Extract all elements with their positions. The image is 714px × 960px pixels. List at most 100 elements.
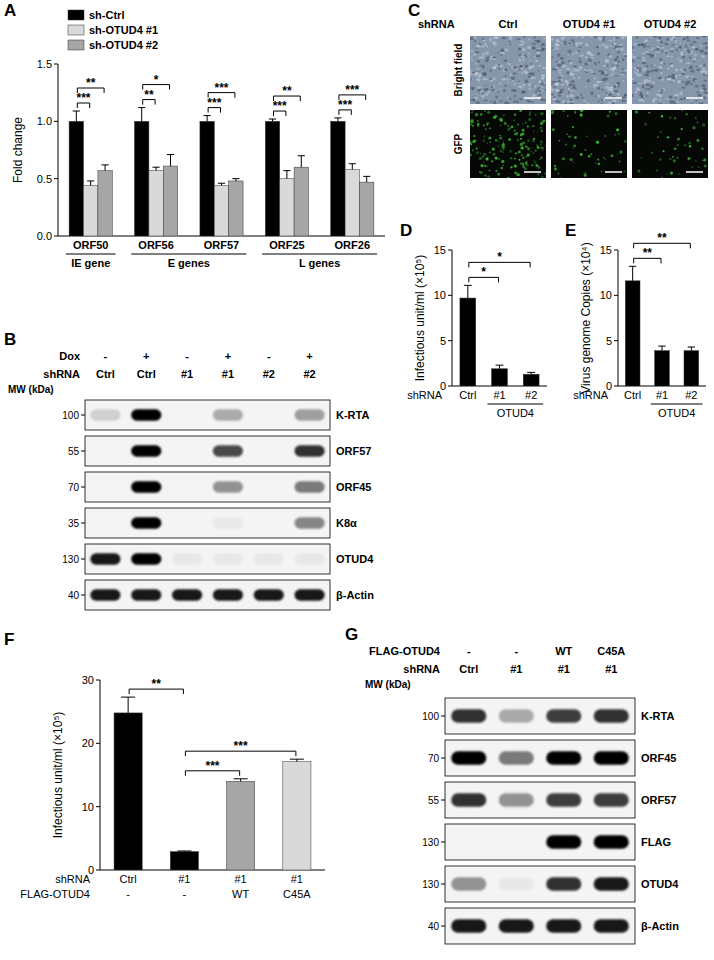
cell-texture bbox=[503, 59, 507, 62]
cell-texture bbox=[662, 50, 664, 53]
cell-texture bbox=[493, 85, 495, 88]
gfp-cell bbox=[520, 162, 521, 163]
cell-texture bbox=[643, 69, 646, 71]
gfp-cell bbox=[624, 140, 627, 143]
cell-texture bbox=[645, 39, 648, 41]
cell-texture bbox=[479, 65, 482, 66]
cell-texture bbox=[605, 92, 608, 94]
x-tick-label: #1 bbox=[656, 389, 668, 401]
cell-texture bbox=[553, 98, 557, 101]
mw-value: 130 bbox=[422, 837, 439, 848]
cell-texture bbox=[551, 89, 554, 91]
x-tick-label: #1 bbox=[178, 873, 190, 885]
cell-texture bbox=[556, 89, 561, 92]
panel-B: BDox-+-+-+shRNACtrlCtrl#1#1#2#2MW (kDa)1… bbox=[4, 330, 374, 610]
cell-texture bbox=[646, 70, 651, 73]
gfp-cell bbox=[529, 111, 531, 113]
band bbox=[90, 553, 120, 564]
cell-texture bbox=[645, 95, 647, 97]
cell-texture bbox=[601, 72, 605, 75]
gfp-cell bbox=[609, 111, 611, 113]
gfp-cell bbox=[541, 130, 543, 132]
gfp-cell bbox=[486, 166, 487, 167]
gfp-cell bbox=[648, 112, 650, 114]
protein-label: ORF57 bbox=[641, 794, 676, 806]
mw-value: 40 bbox=[68, 590, 80, 601]
gfp-cell bbox=[580, 153, 583, 156]
cell-texture bbox=[608, 55, 612, 58]
band bbox=[546, 709, 581, 723]
cell-texture bbox=[470, 87, 475, 90]
band bbox=[254, 445, 284, 456]
y-tick bbox=[54, 236, 58, 237]
cell-texture bbox=[521, 63, 523, 65]
cell-texture bbox=[470, 57, 473, 58]
band bbox=[594, 835, 629, 849]
cell-texture bbox=[642, 52, 645, 55]
gfp-cell bbox=[637, 170, 640, 173]
gfp-cell bbox=[520, 138, 522, 140]
band bbox=[90, 481, 120, 492]
cell-texture bbox=[620, 71, 625, 73]
gfp-cell bbox=[572, 126, 574, 128]
cell-texture bbox=[500, 65, 503, 68]
significance-label: ** bbox=[657, 231, 667, 245]
cell-texture bbox=[699, 50, 704, 53]
cell-texture bbox=[573, 77, 575, 80]
y-axis bbox=[452, 250, 453, 386]
cell-texture bbox=[557, 63, 562, 66]
gfp-cell bbox=[624, 171, 625, 172]
gfp-cell bbox=[494, 156, 495, 157]
cell-texture bbox=[638, 90, 642, 91]
cell-texture bbox=[693, 103, 695, 104]
band bbox=[499, 919, 534, 933]
gfp-cell bbox=[541, 176, 543, 178]
cell-texture bbox=[635, 91, 639, 93]
protein-label: K-RTA bbox=[336, 409, 369, 421]
bar bbox=[345, 169, 359, 236]
protein-label: OTUD4 bbox=[336, 553, 374, 565]
cell-texture bbox=[682, 87, 686, 89]
bar bbox=[214, 186, 228, 236]
cell-texture bbox=[684, 48, 686, 51]
error-bar bbox=[496, 365, 504, 369]
cell-texture bbox=[675, 101, 679, 103]
gfp-cell bbox=[503, 141, 504, 142]
cell-texture bbox=[502, 70, 506, 72]
lane-label: #2 bbox=[303, 368, 315, 380]
cell-texture bbox=[641, 43, 646, 45]
cell-texture bbox=[699, 102, 704, 104]
cell-texture bbox=[568, 88, 570, 91]
band bbox=[254, 589, 284, 600]
gfp-cell bbox=[487, 175, 490, 178]
cell-texture bbox=[556, 47, 558, 49]
cell-texture bbox=[589, 36, 592, 37]
gfp-cell bbox=[562, 157, 565, 160]
cell-texture bbox=[518, 48, 522, 51]
cell-texture bbox=[695, 80, 698, 82]
gfp-cell bbox=[517, 139, 519, 141]
gfp-cell bbox=[615, 112, 618, 115]
panel-letter: F bbox=[4, 630, 14, 649]
cell-texture bbox=[573, 65, 578, 67]
cell-texture bbox=[679, 90, 682, 93]
cell-texture bbox=[522, 84, 525, 86]
y-tick-label: 10 bbox=[434, 289, 446, 301]
gfp-cell bbox=[597, 158, 599, 160]
gfp-cell bbox=[497, 172, 500, 175]
panel-letter: A bbox=[4, 1, 16, 20]
cell-texture bbox=[693, 58, 696, 61]
cell-texture bbox=[624, 36, 627, 37]
bar bbox=[149, 171, 163, 236]
cell-texture bbox=[527, 46, 531, 49]
cell-texture bbox=[642, 85, 645, 88]
image bbox=[632, 110, 708, 178]
cell-texture bbox=[638, 44, 641, 47]
cell-texture bbox=[617, 46, 622, 48]
gfp-cell bbox=[677, 144, 679, 146]
protein-label: ORF57 bbox=[336, 445, 371, 457]
cell-texture bbox=[677, 80, 681, 83]
cell-texture bbox=[679, 90, 681, 92]
cell-texture bbox=[693, 61, 696, 62]
band bbox=[546, 835, 581, 849]
